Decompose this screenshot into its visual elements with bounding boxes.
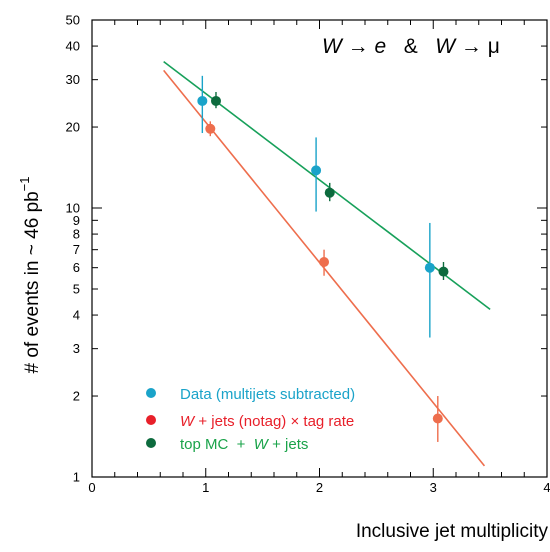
point-wjets bbox=[432, 413, 443, 424]
process-annotation: W → e & W → μ bbox=[322, 35, 500, 58]
axis-ticks bbox=[91, 19, 548, 478]
legend-entry-wjets: W + jets (notag) × tag rate bbox=[180, 413, 354, 430]
annotation-mu: μ bbox=[488, 35, 500, 58]
plot-area bbox=[91, 19, 548, 478]
point-wjets bbox=[205, 123, 216, 134]
y-axis-label-superscript: −1 bbox=[17, 176, 32, 191]
legend-marker-data bbox=[146, 388, 156, 398]
annotation-amp: & bbox=[386, 35, 435, 58]
annotation-w1: W bbox=[322, 35, 344, 58]
legend-entry-topmc: top MC + W + jets bbox=[180, 436, 308, 453]
x-tick-label: 3 bbox=[430, 480, 437, 495]
x-tick-label: 0 bbox=[88, 480, 95, 495]
point-data bbox=[311, 165, 322, 176]
point-topmc bbox=[324, 187, 335, 198]
annotation-arrow1: → bbox=[342, 35, 375, 58]
y-tick-label: 2 bbox=[73, 389, 80, 404]
x-tick-label: 4 bbox=[543, 480, 550, 495]
y-axis-label-main: # of events in ~ 46 pb bbox=[22, 191, 43, 373]
x-tick-label: 2 bbox=[316, 480, 323, 495]
annotation-arrow2: → bbox=[455, 35, 488, 58]
y-tick-label: 6 bbox=[73, 260, 80, 275]
data-points bbox=[197, 75, 449, 442]
annotation-w2: W bbox=[435, 35, 457, 58]
point-data bbox=[424, 262, 435, 273]
legend: Data (multijets subtracted) W + jets (no… bbox=[146, 386, 355, 453]
legend-marker-topmc bbox=[146, 438, 156, 448]
y-tick-label: 10 bbox=[66, 201, 80, 216]
y-tick-label: 4 bbox=[73, 308, 80, 323]
legend-marker-wjets bbox=[146, 415, 156, 425]
y-tick-label: 8 bbox=[73, 227, 80, 242]
x-axis-label: Inclusive jet multiplicity bbox=[356, 521, 549, 542]
y-tick-label: 9 bbox=[73, 213, 80, 228]
y-tick-label: 7 bbox=[73, 242, 80, 257]
x-tick-label: 1 bbox=[202, 480, 209, 495]
annotation-e: e bbox=[375, 35, 387, 58]
point-wjets bbox=[319, 256, 330, 267]
y-tick-label: 20 bbox=[66, 120, 80, 135]
y-tick-label: 3 bbox=[73, 341, 80, 356]
y-tick-label: 40 bbox=[66, 39, 80, 54]
y-tick-label: 30 bbox=[66, 72, 80, 87]
point-data bbox=[197, 95, 208, 106]
y-tick-label: 50 bbox=[66, 13, 80, 28]
plot-frame bbox=[91, 19, 548, 478]
y-axis-label: # of events in ~ 46 pb−1 bbox=[17, 176, 43, 373]
legend-entry-data: Data (multijets subtracted) bbox=[180, 386, 355, 403]
point-topmc bbox=[438, 266, 449, 277]
y-tick-label: 1 bbox=[73, 470, 80, 485]
y-tick-label: 5 bbox=[73, 281, 80, 296]
point-topmc bbox=[210, 95, 221, 106]
